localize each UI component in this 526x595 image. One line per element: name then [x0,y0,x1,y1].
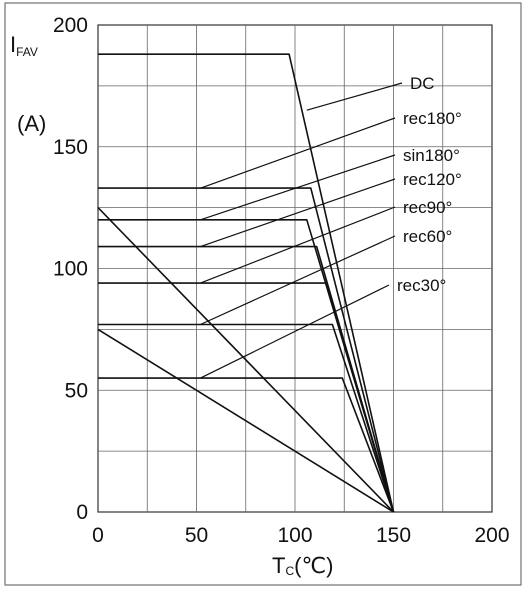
leader-layer [200,82,403,379]
series-line-6 [98,323,395,513]
series-line-5 [98,282,395,513]
series-line-1 [98,187,395,513]
x-tick-label: 100 [277,524,312,547]
series-label-0: DC [410,74,435,93]
x-axis-title-sub: C [285,564,294,578]
x-tick-label: 50 [185,524,208,547]
series-line-7 [97,328,394,513]
y-axis-title-main: I [10,32,16,57]
series-line-0 [98,53,395,513]
leader-line-0 [306,82,403,111]
x-axis-title-main: T [272,553,285,578]
x-tick-label: 150 [376,524,411,547]
leader-line-5 [200,235,396,326]
x-axis-title: TC(℃) [272,553,333,578]
series-label-1: rec180° [403,109,462,128]
y-tick-label: 200 [53,14,88,37]
series-label-6: rec30° [397,276,446,295]
y-axis-unit: (A) [17,111,46,136]
x-axis-title-unit: (℃) [294,553,333,578]
y-tick-label: 150 [53,136,88,159]
series-label-4: rec90° [403,198,452,217]
x-tick-label: 200 [474,524,509,547]
series-label-3: rec120° [403,170,462,189]
y-axis-title-sub: FAV [16,45,38,59]
outer-border [4,2,522,586]
y-tick-label: 100 [53,258,88,281]
x-tick-label: 0 [92,524,104,547]
leader-line-3 [200,178,396,248]
y-axis-title: IFAV [10,32,38,59]
leader-line-1 [200,117,396,189]
leader-line-2 [200,154,396,221]
y-tick-label: 0 [76,501,88,524]
series-label-2: sin180° [403,146,460,165]
series-layer [97,53,395,513]
series-label-5: rec60° [403,227,452,246]
leader-line-6 [200,284,390,379]
tick-layer: 0 50 100 150 200 0 50 100 150 200 [53,14,510,547]
y-tick-label: 50 [65,379,88,402]
series-line-8 [98,377,395,513]
label-layer: DC rec180° sin180° rec120° rec90° rec60° rec30… [397,74,462,295]
series-line-2 [97,207,395,513]
leader-line-4 [200,206,396,284]
